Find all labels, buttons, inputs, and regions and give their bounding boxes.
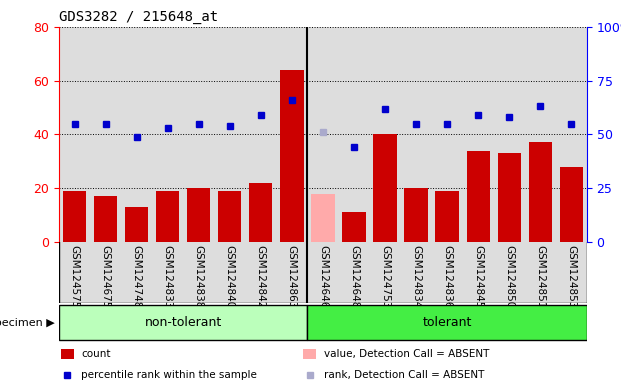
Bar xyxy=(183,27,214,242)
Bar xyxy=(525,27,556,242)
Bar xyxy=(435,191,459,242)
Text: GSM124850: GSM124850 xyxy=(504,245,514,308)
Bar xyxy=(311,194,335,242)
Text: GSM124675: GSM124675 xyxy=(101,245,111,308)
Bar xyxy=(338,242,369,303)
Bar xyxy=(63,191,86,242)
Bar xyxy=(245,242,276,303)
Bar xyxy=(90,242,121,303)
Bar xyxy=(59,242,90,303)
Bar xyxy=(94,196,117,242)
Bar xyxy=(125,207,148,242)
FancyBboxPatch shape xyxy=(59,305,307,340)
Text: GSM124753: GSM124753 xyxy=(380,245,390,308)
Bar xyxy=(525,242,556,303)
Bar xyxy=(307,27,338,242)
Text: GSM124838: GSM124838 xyxy=(194,245,204,308)
Bar xyxy=(404,188,428,242)
Bar xyxy=(152,242,183,303)
Text: GSM124748: GSM124748 xyxy=(132,245,142,308)
Text: GSM124648: GSM124648 xyxy=(349,245,359,308)
Bar xyxy=(401,242,432,303)
Text: GSM124845: GSM124845 xyxy=(473,245,483,308)
Text: non-tolerant: non-tolerant xyxy=(145,316,222,329)
Bar xyxy=(214,27,245,242)
Text: value, Detection Call = ABSENT: value, Detection Call = ABSENT xyxy=(324,349,489,359)
Bar xyxy=(497,153,521,242)
Bar xyxy=(556,242,587,303)
Text: percentile rank within the sample: percentile rank within the sample xyxy=(81,370,257,380)
Bar xyxy=(183,242,214,303)
Text: GSM124834: GSM124834 xyxy=(411,245,421,308)
Bar xyxy=(432,242,463,303)
Text: count: count xyxy=(81,349,111,359)
Text: GSM124851: GSM124851 xyxy=(535,245,545,308)
Bar xyxy=(369,27,401,242)
Bar xyxy=(245,27,276,242)
Text: specimen ▶: specimen ▶ xyxy=(0,318,54,328)
Bar xyxy=(307,242,338,303)
Text: GSM124853: GSM124853 xyxy=(566,245,576,308)
Text: GSM124863: GSM124863 xyxy=(287,245,297,308)
Bar xyxy=(560,167,583,242)
Bar xyxy=(432,27,463,242)
Bar xyxy=(280,70,304,242)
Bar xyxy=(342,212,366,242)
Text: GSM124833: GSM124833 xyxy=(163,245,173,308)
Text: GDS3282 / 215648_at: GDS3282 / 215648_at xyxy=(59,10,218,25)
Bar xyxy=(156,191,179,242)
Bar xyxy=(187,188,211,242)
Bar xyxy=(218,191,242,242)
FancyBboxPatch shape xyxy=(307,305,587,340)
Bar xyxy=(556,27,587,242)
Bar xyxy=(373,134,397,242)
Bar xyxy=(276,27,307,242)
Bar xyxy=(463,27,494,242)
Bar xyxy=(59,27,90,242)
Bar xyxy=(121,242,152,303)
Text: GSM124836: GSM124836 xyxy=(442,245,452,308)
Bar xyxy=(214,242,245,303)
Text: tolerant: tolerant xyxy=(422,316,472,329)
Bar xyxy=(463,242,494,303)
Text: rank, Detection Call = ABSENT: rank, Detection Call = ABSENT xyxy=(324,370,484,380)
Bar xyxy=(152,27,183,242)
Text: GSM124575: GSM124575 xyxy=(70,245,79,308)
Bar xyxy=(90,27,121,242)
Bar xyxy=(369,242,401,303)
Bar xyxy=(276,242,307,303)
Bar xyxy=(249,183,273,242)
Bar xyxy=(528,142,552,242)
Bar xyxy=(401,27,432,242)
Text: GSM124840: GSM124840 xyxy=(225,245,235,308)
Bar xyxy=(61,349,73,359)
Bar xyxy=(303,349,316,359)
Bar xyxy=(466,151,490,242)
Bar xyxy=(338,27,369,242)
Text: GSM124842: GSM124842 xyxy=(256,245,266,308)
Bar xyxy=(121,27,152,242)
Bar xyxy=(494,242,525,303)
Bar xyxy=(494,27,525,242)
Text: GSM124646: GSM124646 xyxy=(318,245,328,308)
